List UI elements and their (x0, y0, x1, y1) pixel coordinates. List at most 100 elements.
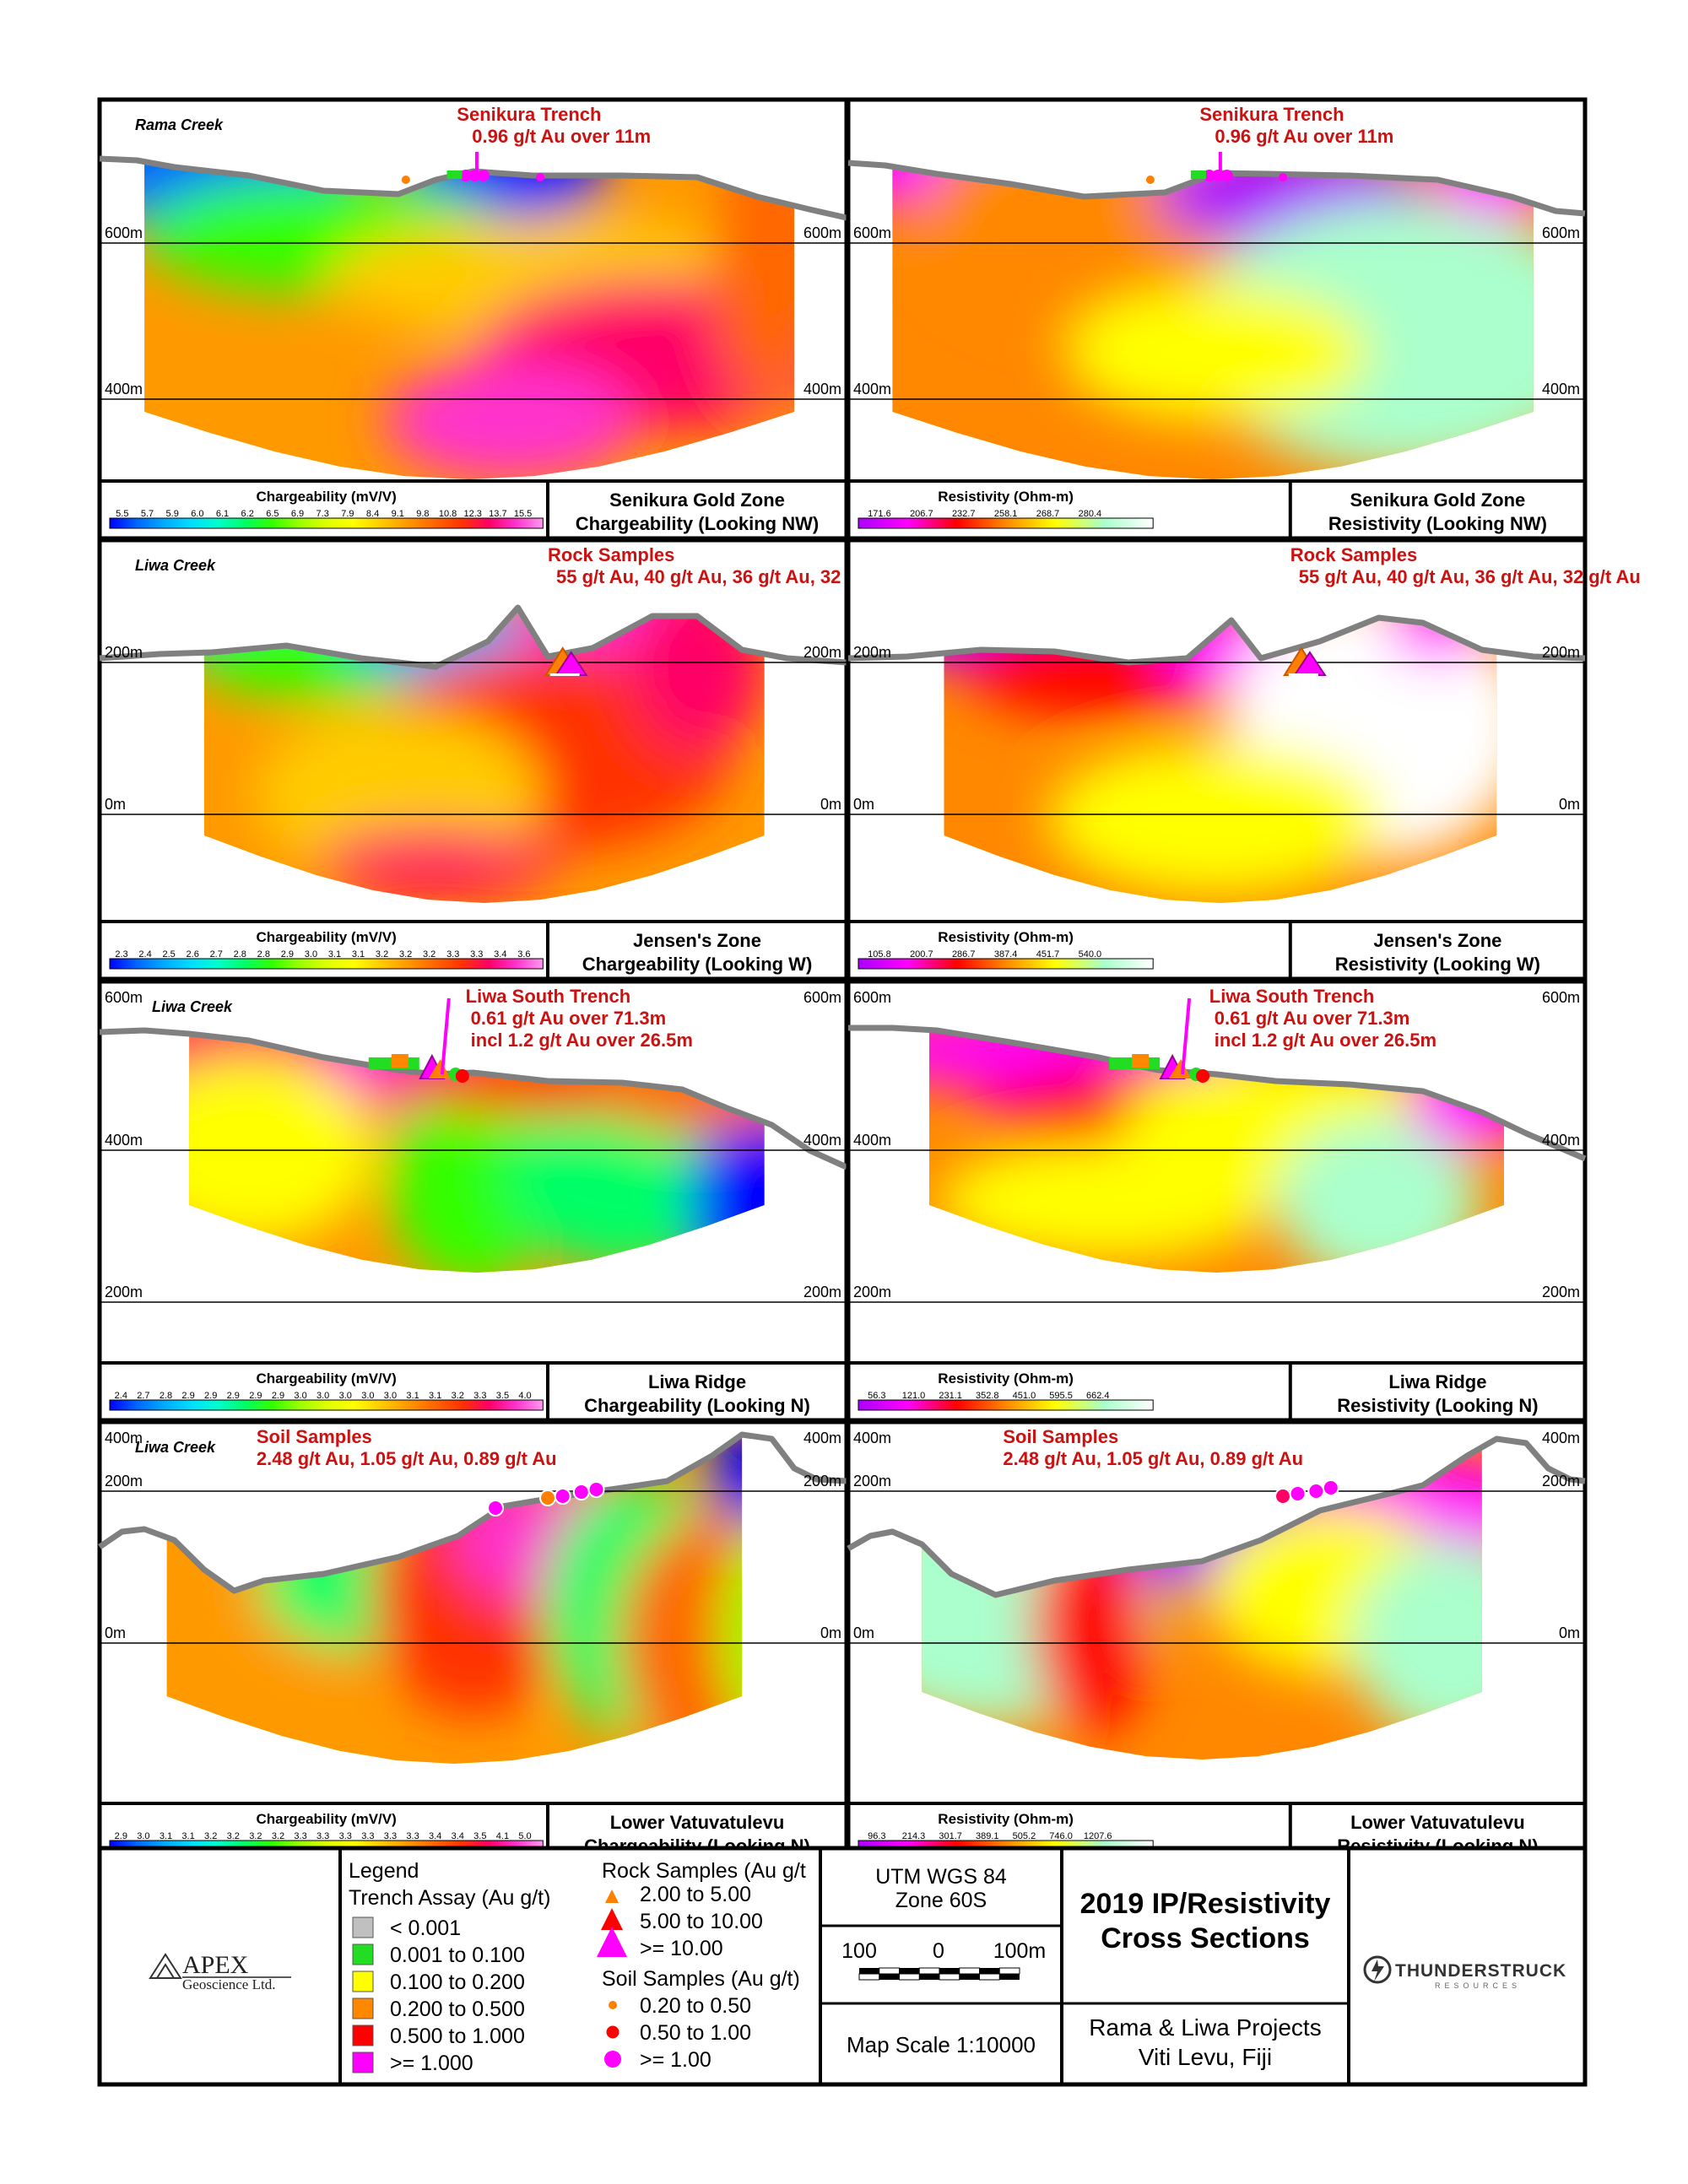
scale-tick: 301.7 (939, 1831, 962, 1841)
topography-line (847, 1435, 1586, 1598)
map-scale: Map Scale 1:10000 (847, 2032, 1036, 2057)
soil-sample-circle-icon (606, 2025, 619, 2039)
section-zone-name: Senikura Gold Zone (609, 489, 785, 511)
scale-tick: 2.9 (204, 1391, 217, 1401)
scale-tick: 6.1 (216, 509, 229, 519)
scale-tick: 505.2 (1013, 1831, 1036, 1841)
section-zone-name: Lower Vatuvatulevu (610, 1812, 785, 1833)
scale-tick: 231.1 (939, 1391, 962, 1401)
scale-tick: 352.8 (976, 1391, 999, 1401)
scale-tick: 2.5 (162, 949, 175, 960)
callout-line-0: Liwa South Trench (466, 986, 631, 1007)
scale-tick: 746.0 (1049, 1831, 1073, 1841)
scale-title: Resistivity (Ohm-m) (938, 929, 1074, 945)
scale-tick: 3.3 (473, 1391, 486, 1401)
scale-tick: 4.1 (496, 1831, 509, 1841)
elevation-label-upper-right: 400m (1542, 1132, 1580, 1149)
callout-line-1: 55 g/t Au, 40 g/t Au, 36 g/t Au, 32 g/t … (556, 566, 898, 587)
callout-line-0: Soil Samples (1003, 1426, 1118, 1447)
topography-line (847, 614, 1586, 666)
creek-label: Rama Creek (135, 116, 224, 133)
elevation-label-upper-left: 200m (105, 644, 143, 661)
scale-tick: 56.3 (868, 1391, 885, 1401)
elevation-label-upper-left: 200m (853, 1473, 891, 1489)
scale-tick: 451.7 (1036, 949, 1060, 960)
scale-tick: 3.1 (160, 1831, 172, 1841)
elevation-label-upper-right: 200m (1542, 1473, 1580, 1489)
soil-sample-circle-icon (604, 2051, 621, 2068)
colour-scale-bar (109, 517, 544, 529)
elevation-label-lower-left: 200m (853, 1284, 891, 1300)
scale-tick: 9.8 (416, 509, 429, 519)
scale-tick-zero: 0 (933, 1939, 944, 1963)
trench-swatch (352, 1997, 374, 2019)
scale-bar: 100 0 100m (841, 1939, 1046, 1981)
colour-scale-bar (109, 958, 544, 970)
trench-assay-label: 0.100 to 0.200 (390, 1970, 525, 1994)
scale-tick: 3.5 (496, 1391, 509, 1401)
legend-title: Legend (349, 1859, 419, 1883)
topography-line (99, 604, 847, 670)
scale-tick: 3.1 (429, 1391, 441, 1401)
scale-tick: 3.3 (339, 1831, 352, 1841)
section-data-fill (144, 161, 795, 479)
elevation-label-top-left: 400m (105, 1430, 143, 1446)
sample-markers (487, 1481, 605, 1516)
scale-tick: 662.4 (1086, 1391, 1110, 1401)
scale-tick: 3.2 (452, 1391, 464, 1401)
colour-scale-bar (858, 958, 1154, 970)
scale-tick: 6.5 (266, 509, 279, 519)
scale-tick: 3.3 (316, 1831, 329, 1841)
elevation-label-upper-right: 600m (1542, 224, 1580, 241)
elevation-label-upper-left: 400m (105, 1132, 143, 1149)
section-method-name: Chargeability (Looking NW) (576, 513, 819, 534)
section-data-fill (166, 1435, 743, 1764)
scale-title: Resistivity (Ohm-m) (938, 489, 1074, 505)
sample-markers (368, 997, 469, 1083)
scale-tick: 10.8 (439, 509, 457, 519)
scale-tick: 6.0 (191, 509, 203, 519)
trench-swatch (352, 2052, 374, 2073)
elevation-label-upper-right: 600m (803, 224, 841, 241)
scale-tick: 200.7 (910, 949, 933, 960)
elevation-label-lower-left: 0m (105, 796, 126, 813)
trench-assay-label: 0.200 to 0.500 (390, 1997, 525, 2021)
callout-line-0: Senikura Trench (1199, 104, 1344, 125)
scale-tick-left: 100 (841, 1939, 877, 1963)
scale-title: Chargeability (mV/V) (257, 929, 397, 945)
soil-sample-label: >= 1.00 (640, 2048, 711, 2072)
scale-tick: 2.4 (115, 1391, 127, 1401)
callout-line-0: Senikura Trench (457, 104, 601, 125)
scale-tick: 6.9 (291, 509, 304, 519)
section-method-name: Resistivity (Looking NW) (1328, 513, 1547, 534)
creek-label: Liwa Creek (152, 998, 233, 1015)
callout-line-1: 0.96 g/t Au over 11m (472, 126, 651, 147)
scale-tick: 3.4 (429, 1831, 441, 1841)
section-panel-chargeability-2: 400m 400m 200m 200m 600m 600m Liwa Creek Liwa S… (97, 979, 849, 1423)
sample-markers (401, 152, 545, 184)
elevation-label-lower-left: 0m (105, 1624, 126, 1641)
scale-tick: 3.3 (384, 1831, 397, 1841)
callout-line-1: 0.96 g/t Au over 11m (1215, 126, 1393, 147)
elevation-label-lower-left: 0m (853, 796, 874, 813)
scale-tick: 2.7 (210, 949, 223, 960)
scale-tick: 2.7 (137, 1391, 149, 1401)
scale-tick: 3.3 (406, 1831, 419, 1841)
scale-tick: 2.3 (115, 949, 127, 960)
callout-line-2: incl 1.2 g/t Au over 26.5m (471, 1030, 693, 1051)
section-panel-chargeability-0: 600m 600m 400m 400m Rama Creek Senikura Trenc… (97, 97, 849, 541)
scale-tick: 4.0 (518, 1391, 531, 1401)
scale-tick: 286.7 (952, 949, 976, 960)
scale-tick: 96.3 (868, 1831, 885, 1841)
projection-line2: Zone 60S (895, 1889, 987, 1912)
rock-sample-triangle-icon (597, 1927, 627, 1957)
section-zone-name: Jensen's Zone (1373, 930, 1501, 951)
scale-tick: 3.2 (399, 949, 412, 960)
scale-tick: 3.2 (249, 1831, 262, 1841)
soil-sample-label: 0.50 to 1.00 (640, 2021, 751, 2045)
scale-tick: 9.1 (392, 509, 404, 519)
section-zone-name: Liwa Ridge (1388, 1371, 1486, 1392)
colour-scale-bar (858, 1399, 1154, 1411)
scale-tick: 7.3 (316, 509, 329, 519)
